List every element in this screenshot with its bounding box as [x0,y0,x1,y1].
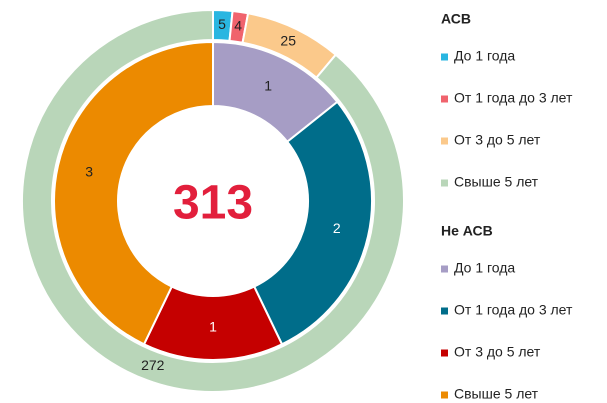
value-label: 25 [280,33,296,49]
legend-swatch [441,349,448,357]
legend-label: От 1 года до 3 лет [454,90,573,106]
value-label: 1 [264,77,272,93]
legend-swatch [441,53,448,61]
legend-swatch [441,307,448,315]
value-label: 5 [218,16,226,32]
value-label: 272 [141,357,165,373]
legend-label: От 1 года до 3 лет [454,302,573,318]
value-label: 2 [333,220,341,236]
legend-label: От 3 до 5 лет [454,132,541,148]
legend-swatch [441,95,448,103]
legend-label: Свыше 5 лет [454,386,539,402]
legend-label: От 3 до 5 лет [454,344,541,360]
legend-label: До 1 года [454,260,515,276]
legend-swatch [441,179,448,187]
legend-label: До 1 года [454,48,515,64]
legend-swatch [441,137,448,145]
legend-swatch [441,265,448,273]
value-label: 4 [234,18,242,34]
donut-segment [21,8,405,393]
legend-header: Не АСВ [441,223,493,239]
donut-segment [252,100,373,346]
center-label: 313 [173,177,253,230]
donut-segment [53,40,214,346]
value-label: 1 [209,319,217,335]
legend-header: АСВ [441,11,471,27]
legend-swatch [441,391,448,399]
value-label: 3 [85,163,93,179]
legend-label: Свыше 5 лет [454,174,539,190]
